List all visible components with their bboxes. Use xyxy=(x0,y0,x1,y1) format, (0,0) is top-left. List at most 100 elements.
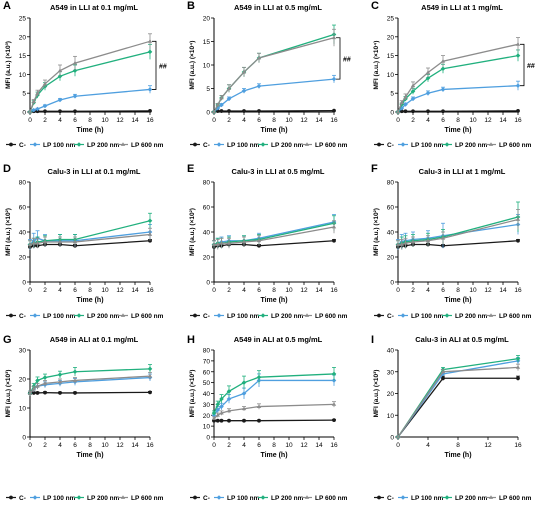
data-point xyxy=(440,87,446,92)
data-point xyxy=(256,404,262,408)
legend-swatch-marker xyxy=(32,142,38,147)
x-axis-label: Time (h) xyxy=(260,127,287,134)
data-point xyxy=(410,239,416,244)
data-point xyxy=(403,241,408,245)
legend-swatch-marker xyxy=(120,313,126,317)
y-tick-label: 0 xyxy=(390,280,394,287)
x-tick-label: 0 xyxy=(212,287,216,294)
x-tick-label: 0 xyxy=(212,117,216,124)
series-line xyxy=(29,40,151,113)
data-point xyxy=(43,390,47,395)
significance-bracket xyxy=(336,37,341,80)
y-tick-label: 5 xyxy=(390,91,394,98)
y-tick-label: 20 xyxy=(387,34,395,41)
y-tick-label: 10 xyxy=(387,413,395,420)
legend-swatch-marker xyxy=(444,313,450,318)
legend-label: C- xyxy=(19,313,26,320)
significance-label: ## xyxy=(527,63,535,70)
data-point xyxy=(42,375,48,380)
x-tick-label: 10 xyxy=(101,442,109,449)
data-point xyxy=(410,96,416,102)
x-tick-label: 16 xyxy=(146,117,154,124)
y-tick-label: 80 xyxy=(203,180,211,187)
y-tick-label: 20 xyxy=(19,255,27,262)
y-tick-label: 80 xyxy=(203,348,211,355)
legend-item: C- xyxy=(190,313,210,320)
x-tick-label: 16 xyxy=(514,117,522,124)
series-lp-600-nm xyxy=(211,28,337,114)
y-tick-label: 0 xyxy=(390,435,394,442)
legend-item: LP 600 nm xyxy=(486,495,532,502)
data-point xyxy=(219,410,224,415)
legend-item: C- xyxy=(374,142,394,149)
data-point xyxy=(57,372,63,377)
legend-swatch-marker xyxy=(32,495,38,500)
legend-item: C- xyxy=(6,313,26,320)
y-tick-label: 60 xyxy=(203,205,211,212)
x-tick-label: 16 xyxy=(330,117,338,124)
y-tick-label: 40 xyxy=(203,391,211,398)
panel-letter: F xyxy=(371,163,378,175)
data-point xyxy=(27,242,33,246)
x-tick-label: 0 xyxy=(212,442,216,449)
data-point xyxy=(331,76,337,82)
x-tick-label: 10 xyxy=(469,117,477,124)
legend-swatch-marker xyxy=(260,495,266,500)
x-tick-label: 2 xyxy=(227,442,231,449)
x-tick-label: 14 xyxy=(315,442,323,449)
data-point xyxy=(31,107,37,113)
data-point xyxy=(241,391,247,396)
x-tick-label: 12 xyxy=(116,442,124,449)
y-tick-label: 10 xyxy=(387,72,395,79)
legend-swatch-marker xyxy=(488,495,494,499)
data-point xyxy=(399,100,404,104)
legend-swatch-marker xyxy=(488,313,494,317)
y-axis-label: MFI (a.u.) (×10²) xyxy=(373,208,380,256)
x-tick-label: 12 xyxy=(484,117,492,124)
x-tick-label: 4 xyxy=(58,287,62,294)
legend: C- LP 100 nm LP 200 nm LP 600 nm xyxy=(6,142,164,149)
x-tick-label: 2 xyxy=(411,117,415,124)
x-tick-label: 4 xyxy=(242,287,246,294)
x-tick-label: 0 xyxy=(28,442,32,449)
legend-label: C- xyxy=(203,313,210,320)
data-point xyxy=(440,369,446,374)
legend-label: C- xyxy=(203,495,210,502)
legend-label: LP 600 nm xyxy=(499,495,532,502)
data-point xyxy=(219,404,224,409)
legend-swatch-marker xyxy=(400,495,406,500)
series-line xyxy=(213,37,335,113)
series-lp-600-nm xyxy=(27,33,153,114)
x-tick-label: 12 xyxy=(300,442,308,449)
y-tick-label: 40 xyxy=(387,230,395,237)
legend-label: LP 200 nm xyxy=(87,313,120,320)
x-tick-label: 16 xyxy=(146,287,154,294)
legend-swatch-marker xyxy=(9,313,13,318)
data-point xyxy=(57,73,63,79)
y-axis-label: MFI (a.u.) (×10⁴) xyxy=(373,41,380,90)
legend-label: LP 100 nm xyxy=(43,313,76,320)
data-point xyxy=(440,236,446,240)
panel-f: F Calu-3 in LLI at 1 mg/mL 0 20 40 60 80 0 2 4 6 8 1… xyxy=(371,163,532,320)
y-axis-label: MFI (a.u.) (×10²) xyxy=(5,208,12,256)
data-point xyxy=(35,91,40,95)
legend-item: LP 100 nm xyxy=(214,142,260,149)
y-tick-label: 30 xyxy=(203,402,211,409)
x-tick-label: 12 xyxy=(116,117,124,124)
y-tick-label: 60 xyxy=(387,205,395,212)
x-axis-label: Time (h) xyxy=(260,297,287,304)
legend: C- LP 100 nm LP 200 nm LP 600 nm xyxy=(190,142,348,149)
legend-swatch-marker xyxy=(304,313,310,317)
x-tick-label: 6 xyxy=(257,117,261,124)
data-point xyxy=(332,238,336,243)
legend-item: LP 100 nm xyxy=(398,142,444,149)
panel-h: H A549 in ALI at 0.5 mg/mL010203040506070… xyxy=(187,334,348,502)
legend-item: C- xyxy=(190,142,210,149)
series-lp-100-nm xyxy=(211,74,337,115)
legend-label: LP 200 nm xyxy=(87,495,120,502)
data-point xyxy=(72,378,78,382)
legend-swatch-marker xyxy=(76,142,82,147)
y-axis-label: MFI (a.u.) (×10³) xyxy=(189,370,196,418)
y-tick-label: 60 xyxy=(19,205,27,212)
